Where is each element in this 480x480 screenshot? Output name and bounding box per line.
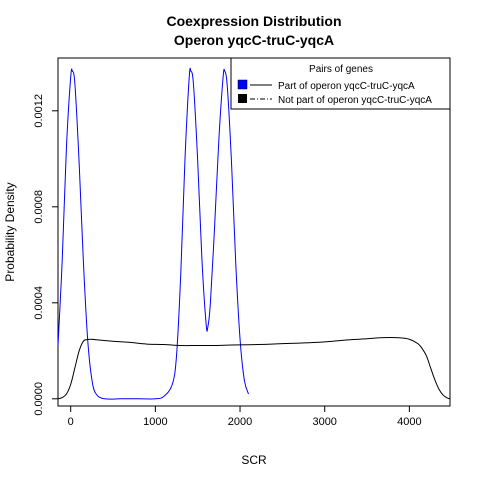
legend: Pairs of genes Part of operon yqcC-truC-… — [230, 57, 451, 110]
series-layer — [57, 67, 451, 400]
chart-subtitle: Operon yqcC-truC-yqcA — [174, 32, 334, 48]
legend-title: Pairs of genes — [309, 64, 373, 75]
series-line-not-part-of-operon — [57, 337, 451, 400]
y-axis: 0.0000 0.0004 0.0008 0.0012 — [33, 94, 58, 416]
legend-swatch-not-part — [238, 94, 247, 103]
x-tick-label: 2000 — [228, 416, 252, 428]
legend-swatch-part — [237, 79, 248, 90]
legend-box — [230, 57, 451, 110]
legend-entry-part: Part of operon yqcC-truC-yqcA — [278, 81, 415, 92]
y-tick-label: 0.0000 — [33, 382, 45, 416]
x-axis-label: SCR — [241, 453, 267, 467]
x-tick-label: 1000 — [143, 416, 167, 428]
y-tick-label: 0.0008 — [33, 190, 45, 224]
x-axis: 0 1000 2000 3000 4000 — [68, 406, 422, 428]
y-axis-label: Probability Density — [3, 182, 17, 281]
x-tick-label: 4000 — [397, 416, 421, 428]
x-tick-label: 0 — [68, 416, 74, 428]
x-tick-label: 3000 — [312, 416, 336, 428]
plot-frame — [57, 57, 451, 407]
chart-title: Coexpression Distribution — [166, 13, 341, 29]
series-line-part-of-operon — [57, 67, 249, 400]
y-tick-label: 0.0012 — [33, 94, 45, 128]
legend-entry-not-part: Not part of operon yqcC-truC-yqcA — [278, 95, 432, 106]
y-tick-label: 0.0004 — [33, 286, 45, 320]
